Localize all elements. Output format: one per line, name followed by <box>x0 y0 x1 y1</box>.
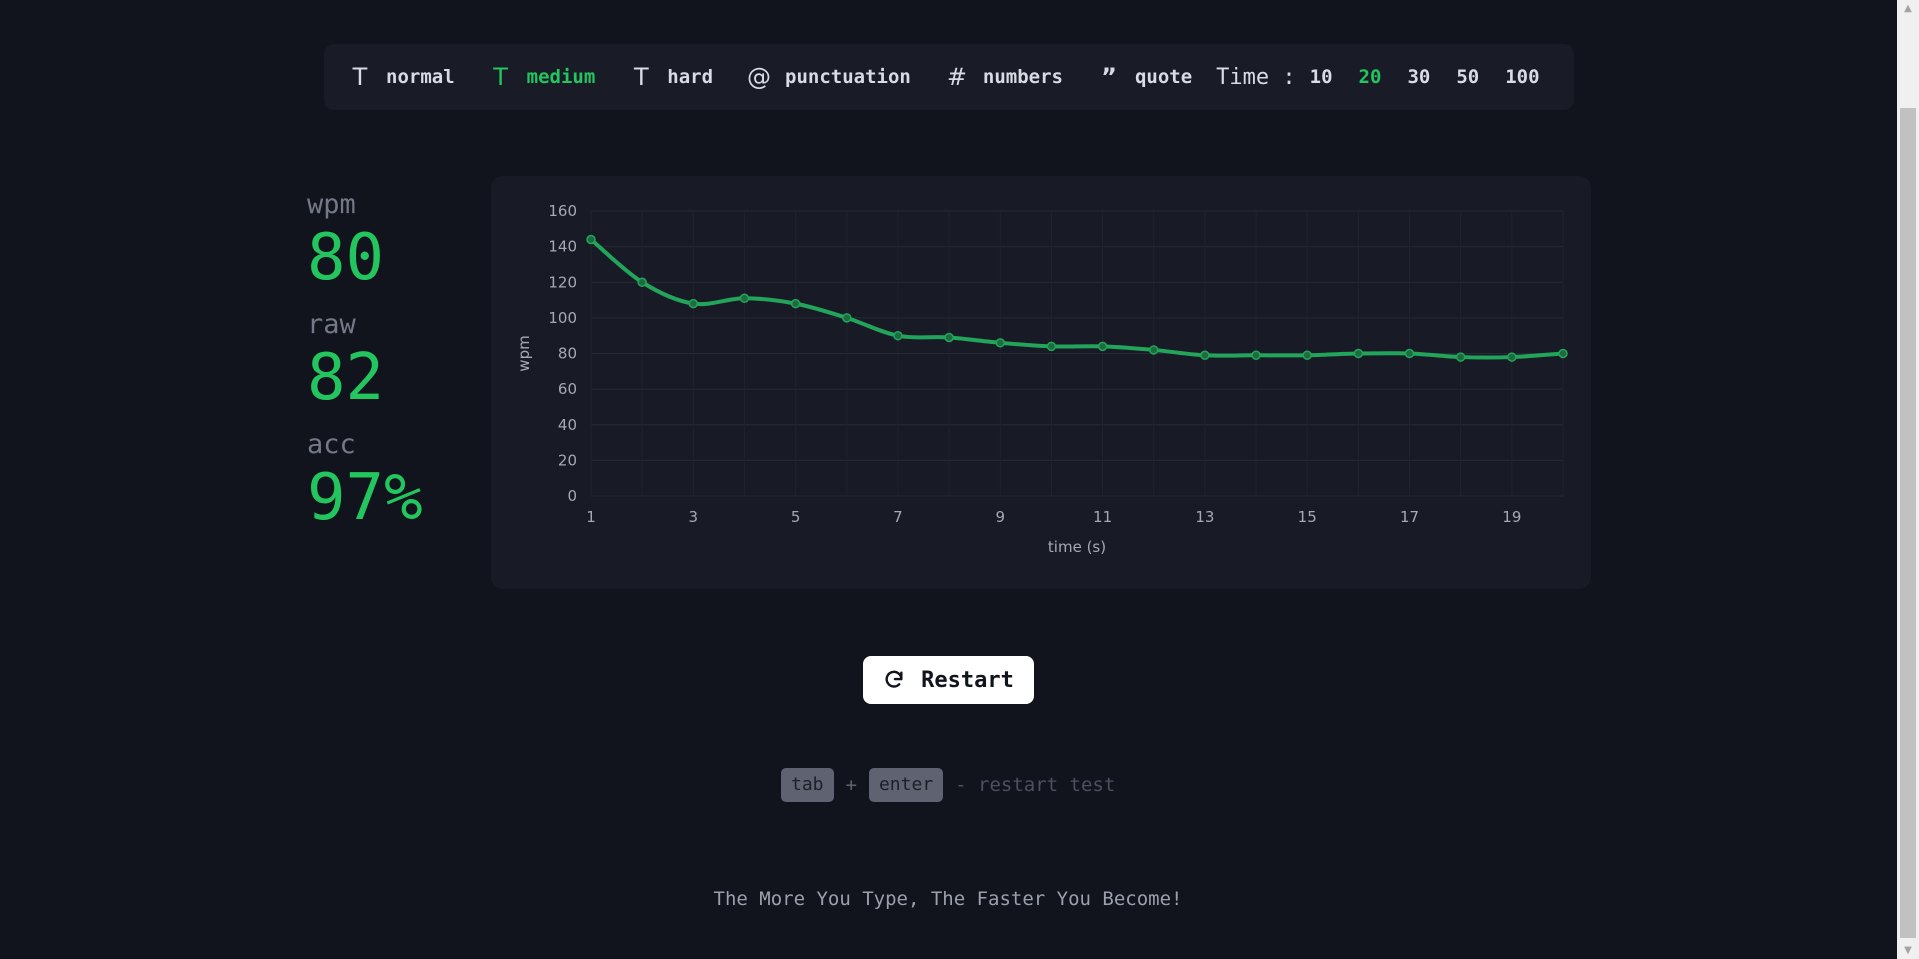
y-tick-label: 40 <box>558 416 577 434</box>
data-point <box>1558 348 1568 359</box>
data-point <box>1148 345 1159 355</box>
y-tick-label: 80 <box>558 345 577 363</box>
scroll-down-arrow-icon[interactable]: ▼ <box>1904 945 1912 956</box>
mode-hard[interactable]: T hard <box>629 63 713 91</box>
data-point <box>739 293 750 304</box>
mode-label: quote <box>1134 66 1193 88</box>
hash-icon: # <box>946 63 967 91</box>
time-label: Time : <box>1216 64 1296 90</box>
data-point <box>1097 341 1108 352</box>
data-point <box>944 332 954 343</box>
tab-key: tab <box>781 768 834 802</box>
x-tick-label: 9 <box>995 508 1005 526</box>
x-tick-label: 1 <box>586 508 596 526</box>
mode-quote[interactable]: ” quote <box>1097 63 1192 91</box>
refresh-icon <box>885 670 903 688</box>
y-tick-label: 140 <box>548 238 577 256</box>
data-point <box>1046 341 1057 352</box>
wpm-chart-panel: 0 20 40 60 80 100 120 140 160 1 3 5 7 9 11 13 15 17 19 time… <box>491 176 1591 589</box>
stats-panel: wpm 80 raw 82 acc 97% <box>307 188 423 548</box>
time-option-20[interactable]: 20 <box>1358 66 1382 88</box>
data-point <box>790 298 801 309</box>
time-option-50[interactable]: 50 <box>1456 66 1480 88</box>
data-point <box>1251 350 1261 361</box>
scroll-up-arrow-icon[interactable]: ▲ <box>1904 3 1912 14</box>
plus-sign: + <box>845 774 857 796</box>
mode-label: medium <box>526 66 596 88</box>
x-axis-label: time (s) <box>1048 538 1106 556</box>
x-tick-label: 7 <box>893 508 903 526</box>
acc-value: 97% <box>307 461 423 535</box>
data-point <box>1302 350 1312 361</box>
restart-label: Restart <box>921 667 1014 693</box>
vertical-scrollbar[interactable]: ▲ ▼ <box>1897 0 1919 959</box>
y-tick-label: 100 <box>548 309 577 327</box>
scrollbar-thumb[interactable] <box>1900 108 1916 938</box>
wpm-label: wpm <box>307 189 356 220</box>
raw-value: 82 <box>307 341 385 415</box>
text-icon: T <box>633 63 649 91</box>
data-point <box>1455 352 1466 362</box>
mode-label: punctuation <box>785 66 911 88</box>
mode-label: numbers <box>982 66 1063 88</box>
x-tick-label: 15 <box>1298 508 1317 526</box>
y-tick-label: 20 <box>558 451 577 469</box>
data-point <box>1353 348 1364 359</box>
y-tick-label: 0 <box>567 487 577 505</box>
data-point <box>1200 350 1210 361</box>
mode-punctuation[interactable]: @ punctuation <box>747 63 911 91</box>
at-icon: @ <box>747 63 772 91</box>
wpm-value: 80 <box>307 221 385 295</box>
x-tick-label: 3 <box>689 508 699 526</box>
time-option-10[interactable]: 10 <box>1309 66 1333 88</box>
tagline: The More You Type, The Faster You Become… <box>713 888 1183 910</box>
data-point <box>842 313 852 323</box>
data-point <box>1507 352 1517 362</box>
restart-button[interactable]: Restart <box>863 656 1034 704</box>
mode-toolbar: T normal T medium T hard @ punctuation #… <box>324 44 1574 110</box>
y-tick-label: 60 <box>558 380 577 398</box>
text-icon: T <box>352 63 368 91</box>
shortcut-hint: tab + enter - restart test <box>781 768 1115 802</box>
enter-key: enter <box>868 768 944 802</box>
y-tick-label: 120 <box>548 273 577 291</box>
mode-numbers[interactable]: # numbers <box>945 63 1063 91</box>
data-point <box>586 234 596 245</box>
data-point <box>893 330 903 341</box>
hint-text: - restart test <box>955 774 1116 796</box>
mode-medium[interactable]: T medium <box>489 63 596 91</box>
x-tick-label: 17 <box>1400 508 1419 526</box>
time-option-100[interactable]: 100 <box>1505 66 1540 88</box>
y-tick-label: 160 <box>548 202 577 220</box>
x-tick-label: 11 <box>1093 508 1112 526</box>
data-point <box>637 277 647 287</box>
x-tick-label: 13 <box>1195 508 1214 526</box>
data-point <box>688 298 699 309</box>
acc-label: acc <box>307 429 356 460</box>
time-option-30[interactable]: 30 <box>1407 66 1431 88</box>
data-point <box>995 338 1006 348</box>
mode-normal[interactable]: T normal <box>348 63 455 91</box>
wpm-series-line <box>589 237 1565 360</box>
x-tick-label: 19 <box>1502 508 1521 526</box>
x-tick-label: 5 <box>791 508 801 526</box>
mode-label: normal <box>386 66 455 88</box>
mode-label: hard <box>667 66 714 88</box>
quote-icon: ” <box>1101 63 1117 91</box>
data-point <box>1404 348 1415 359</box>
y-axis-label: wpm <box>515 335 533 371</box>
text-icon: T <box>493 63 508 91</box>
raw-label: raw <box>307 309 356 340</box>
